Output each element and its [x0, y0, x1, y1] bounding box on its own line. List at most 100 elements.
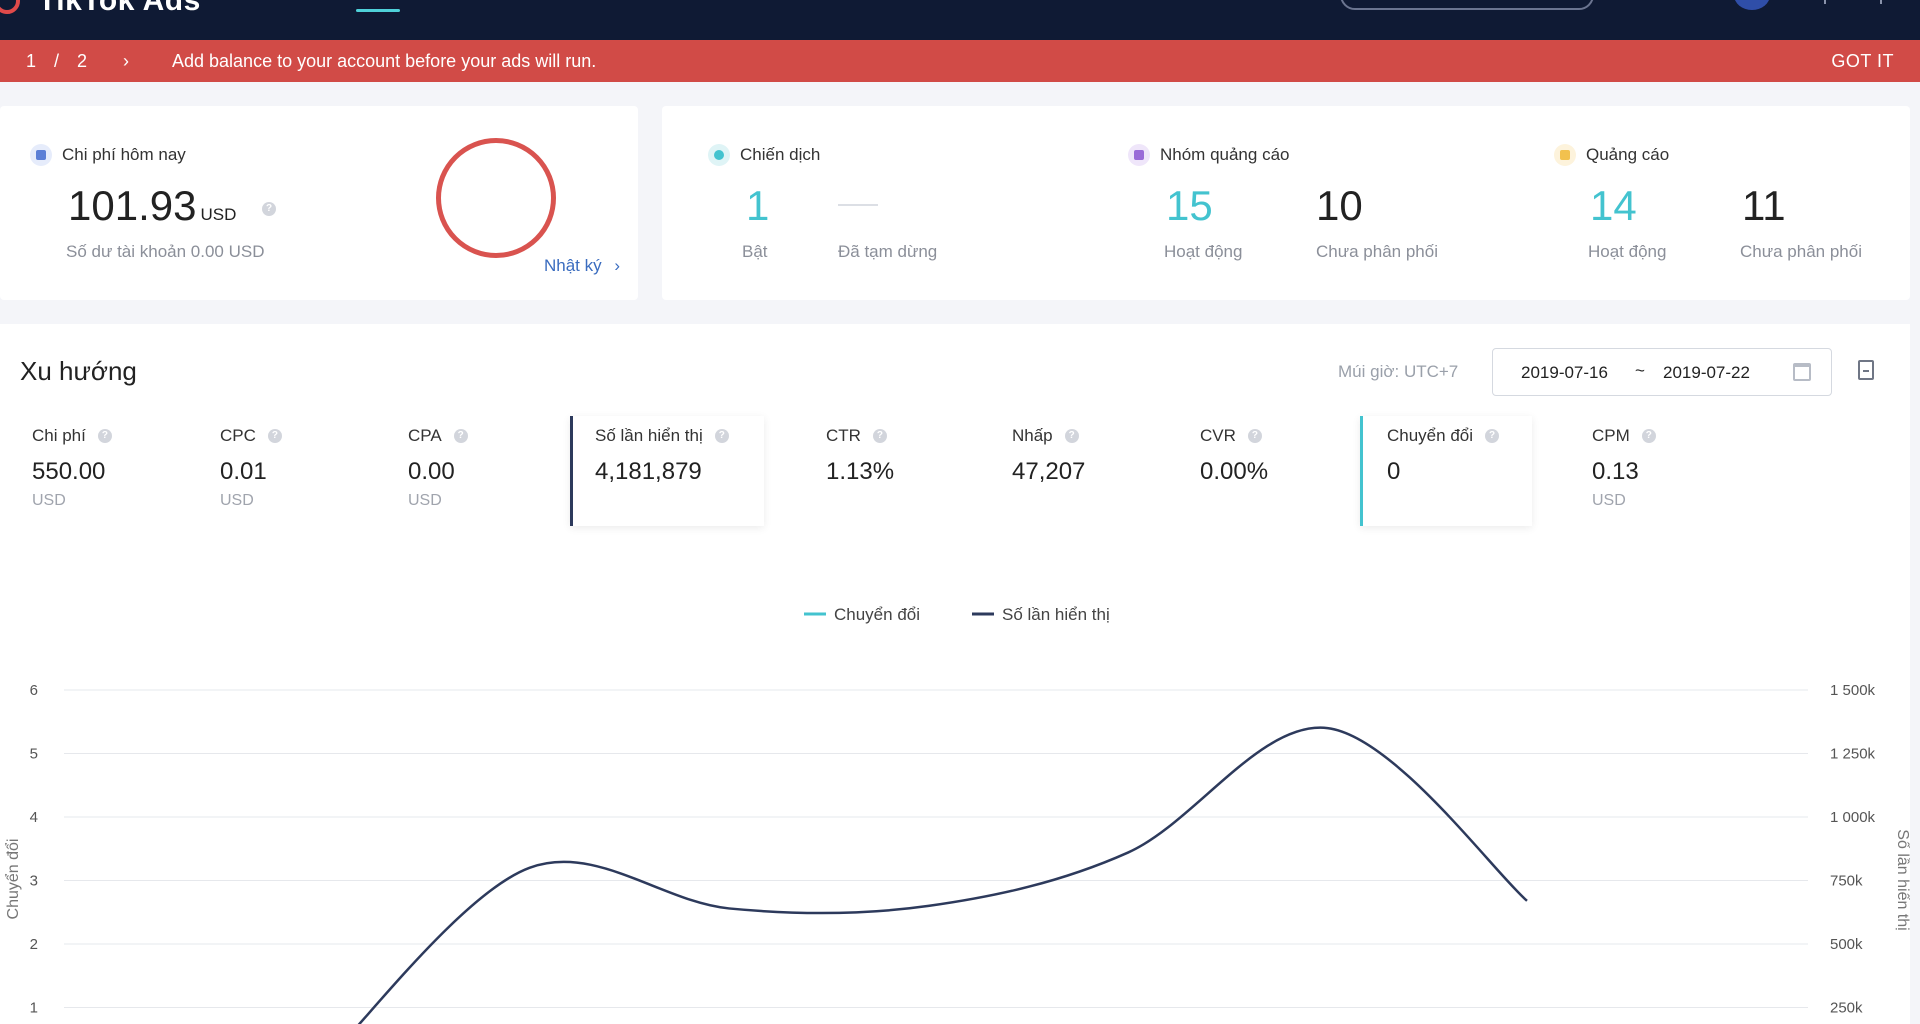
adgroup-active-label: Hoạt động: [1164, 242, 1243, 261]
alert-message: Add balance to your account before your …: [172, 51, 597, 71]
metric-clicks[interactable]: Nhấp? 47,207: [1000, 416, 1170, 526]
settings-icon[interactable]: [1880, 0, 1894, 4]
campaign-on-label: Bật: [742, 242, 768, 261]
metric-label: CPM: [1592, 426, 1630, 445]
legend-label: Số lần hiển thị: [1002, 605, 1110, 624]
spend-ring-indicator: [436, 138, 556, 258]
metric-unit: USD: [1592, 492, 1626, 509]
y-right-tick: 750k: [1830, 873, 1863, 890]
campaign-on-count[interactable]: 1: [746, 182, 770, 229]
log-link[interactable]: Nhật ký ›: [544, 256, 620, 276]
y-right-axis-title: Số lần hiển thị: [1894, 829, 1910, 930]
chevron-right-icon: ›: [614, 256, 621, 275]
campaign-label: Chiến dịch: [740, 145, 821, 164]
calendar-icon: [1793, 363, 1811, 381]
date-separator: ~: [1635, 361, 1645, 380]
metric-label: Số lần hiển thị: [595, 426, 703, 445]
ad-icon: [1554, 144, 1576, 166]
adgroup-label: Nhóm quảng cáo: [1160, 145, 1290, 164]
alert-page-separator: /: [54, 51, 60, 71]
timezone-label: Múi giờ: UTC+7: [1338, 362, 1459, 381]
metric-conversions[interactable]: Chuyển đổi? 0: [1360, 416, 1532, 526]
help-icon[interactable]: [1824, 0, 1838, 4]
avatar[interactable]: [1734, 0, 1770, 10]
help-icon[interactable]: ?: [1641, 429, 1656, 443]
metric-ctr[interactable]: CTR? 1.13%: [814, 416, 984, 526]
metric-value: 0.00: [408, 458, 455, 485]
tiktok-logo-icon: [0, 0, 20, 14]
adgroup-active-count[interactable]: 15: [1166, 182, 1213, 229]
alert-next-icon[interactable]: ›: [123, 51, 130, 71]
nav-search-box[interactable]: [1340, 0, 1594, 10]
metric-label: Chi phí: [32, 426, 86, 445]
help-icon[interactable]: ?: [262, 201, 277, 216]
balance-alert-bar: 1 / 2 › Add balance to your account befo…: [0, 40, 1920, 82]
campaign-label-row: Chiến dịch: [708, 144, 820, 166]
help-icon[interactable]: ?: [453, 429, 468, 443]
log-link-label: Nhật ký: [544, 256, 602, 275]
ad-label: Quảng cáo: [1586, 145, 1670, 164]
y-left-tick: 2: [30, 936, 38, 953]
help-icon[interactable]: ?: [872, 429, 887, 443]
adgroup-undelivered-count[interactable]: 10: [1316, 182, 1363, 229]
ad-undelivered-label: Chưa phân phối: [1740, 242, 1862, 261]
campaign-paused-label: Đã tạm dừng: [838, 242, 938, 261]
y-right-tick: 1 500k: [1830, 682, 1876, 699]
date-from: 2019-07-16: [1521, 363, 1608, 382]
brand-name: TikTok Ads: [38, 0, 201, 17]
metric-value: 1.13%: [826, 458, 895, 485]
spend-currency: USD: [200, 205, 237, 224]
y-left-axis-title: Chuyển đổi: [4, 839, 22, 920]
y-left-tick: 3: [30, 873, 38, 890]
metric-cpc[interactable]: CPC? 0.01 USD: [208, 416, 378, 526]
metric-label: CPC: [220, 426, 256, 445]
account-balance: Số dư tài khoản 0.00 USD: [66, 242, 265, 261]
help-icon[interactable]: ?: [267, 429, 282, 443]
adgroup-label-row: Nhóm quảng cáo: [1128, 144, 1289, 166]
metric-unit: USD: [32, 492, 66, 509]
metric-impressions[interactable]: Số lần hiển thị? 4,181,879: [570, 416, 764, 526]
y-left-tick: 6: [30, 682, 38, 699]
metric-cost[interactable]: Chi phí? 550.00 USD: [20, 416, 190, 526]
metric-value: 47,207: [1012, 458, 1086, 485]
spend-amount: 101.93: [68, 182, 197, 229]
help-icon[interactable]: ?: [1485, 429, 1500, 443]
ad-active-count[interactable]: 14: [1590, 182, 1637, 229]
metric-cvr[interactable]: CVR? 0.00%: [1188, 416, 1348, 526]
y-left-tick: 5: [30, 746, 38, 763]
trend-panel: Xu hướng Múi giờ: UTC+7 2019-07-16 ~ 201…: [0, 324, 1910, 1024]
export-icon[interactable]: [1858, 360, 1874, 380]
help-icon[interactable]: ?: [97, 429, 112, 443]
metric-value: 4,181,879: [595, 458, 702, 485]
alert-page-current: 1: [26, 51, 37, 71]
help-icon[interactable]: ?: [1247, 429, 1262, 443]
spend-label: Chi phí hôm nay: [62, 145, 186, 164]
date-range-picker[interactable]: 2019-07-16 ~ 2019-07-22: [1492, 348, 1832, 396]
paused-dash: [838, 204, 878, 206]
help-icon[interactable]: ?: [1064, 429, 1079, 443]
spend-label-row: Chi phí hôm nay: [30, 144, 186, 166]
adgroup-undelivered-label: Chưa phân phối: [1316, 242, 1438, 261]
metric-value: 0.13: [1592, 458, 1639, 485]
brand-logo[interactable]: TikTok Ads: [0, 0, 201, 17]
y-right-tick: 500k: [1830, 936, 1863, 953]
trend-title: Xu hướng: [20, 356, 137, 386]
metric-label: Chuyển đổi: [1387, 426, 1474, 445]
active-nav-indicator: [356, 9, 400, 12]
alert-dismiss-button[interactable]: GOT IT: [1831, 51, 1894, 71]
metric-label: CVR: [1200, 426, 1236, 445]
trend-chart: 1 250k 2 500k 3 750k 4 1 000k 5 1 250k 6 1 500k Chuy…: [4, 605, 1910, 1024]
metric-cpm[interactable]: CPM? 0.13 USD: [1580, 416, 1750, 526]
y-left-tick: 1: [30, 1000, 38, 1017]
help-icon[interactable]: ?: [714, 429, 729, 443]
ad-undelivered-count[interactable]: 11: [1742, 182, 1786, 229]
campaign-icon: [708, 144, 730, 166]
spend-icon: [30, 144, 52, 166]
metric-unit: USD: [220, 492, 254, 509]
series-line: [357, 726, 1528, 1024]
y-right-tick: 1 250k: [1830, 746, 1876, 763]
metric-value: 0.00%: [1200, 458, 1269, 485]
adgroup-icon: [1128, 144, 1150, 166]
ad-active-label: Hoạt động: [1588, 242, 1667, 261]
metric-cpa[interactable]: CPA? 0.00 USD: [396, 416, 566, 526]
